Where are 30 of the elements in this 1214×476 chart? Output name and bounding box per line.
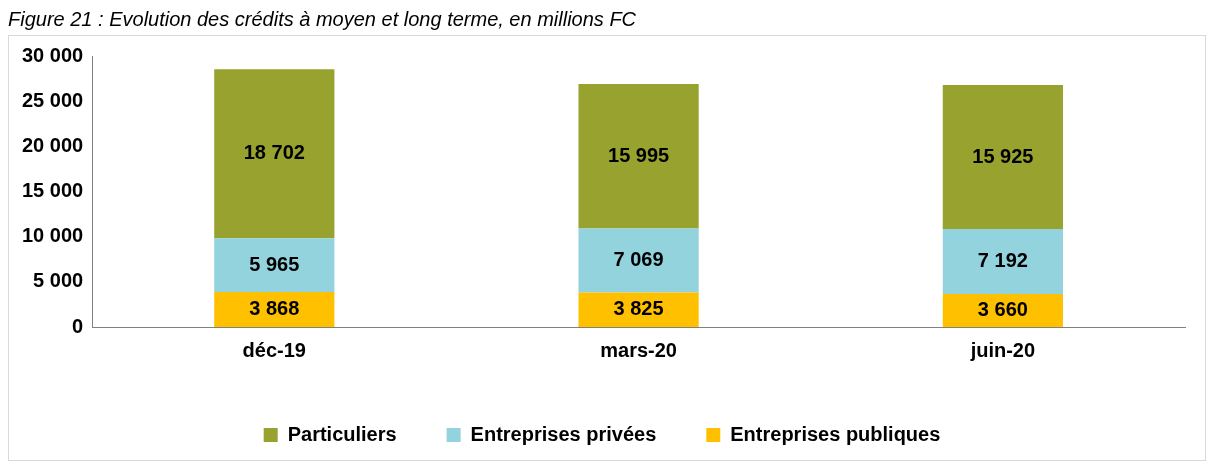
data-label: 3 868 [249,297,300,320]
legend-label: Entreprises privées [470,422,657,445]
data-label: 3 660 [977,297,1028,320]
chart-title: Figure 21 : Evolution des crédits à moyen et long terme, en millions FC [8,8,638,31]
bar [214,69,335,239]
bar [942,85,1063,229]
data-label: 18 702 [243,141,305,164]
y-tick-label: 5 000 [33,269,84,292]
data-label: 5 965 [249,252,300,275]
data-label: 7 069 [613,248,664,271]
bar [578,84,699,229]
y-tick-label: 20 000 [22,133,84,156]
bar [214,238,335,293]
legend-label: Entreprises publiques [730,422,941,445]
y-tick-label: 10 000 [22,224,84,247]
y-tick-label: 0 [72,314,84,337]
legend-label: Particuliers [287,422,397,445]
x-tick-label: juin-20 [969,338,1036,361]
data-label: 15 995 [608,143,670,166]
y-tick-label: 30 000 [22,43,84,66]
x-tick-label: déc-19 [242,338,306,361]
y-tick-label: 15 000 [22,179,84,202]
data-label: 15 925 [972,144,1034,167]
bar [578,228,699,293]
bar [942,228,1063,294]
data-label: 3 825 [613,297,664,320]
y-tick-label: 25 000 [22,88,84,111]
bar [578,292,699,327]
data-label: 7 192 [977,248,1028,271]
x-tick-label: mars-20 [600,338,677,361]
